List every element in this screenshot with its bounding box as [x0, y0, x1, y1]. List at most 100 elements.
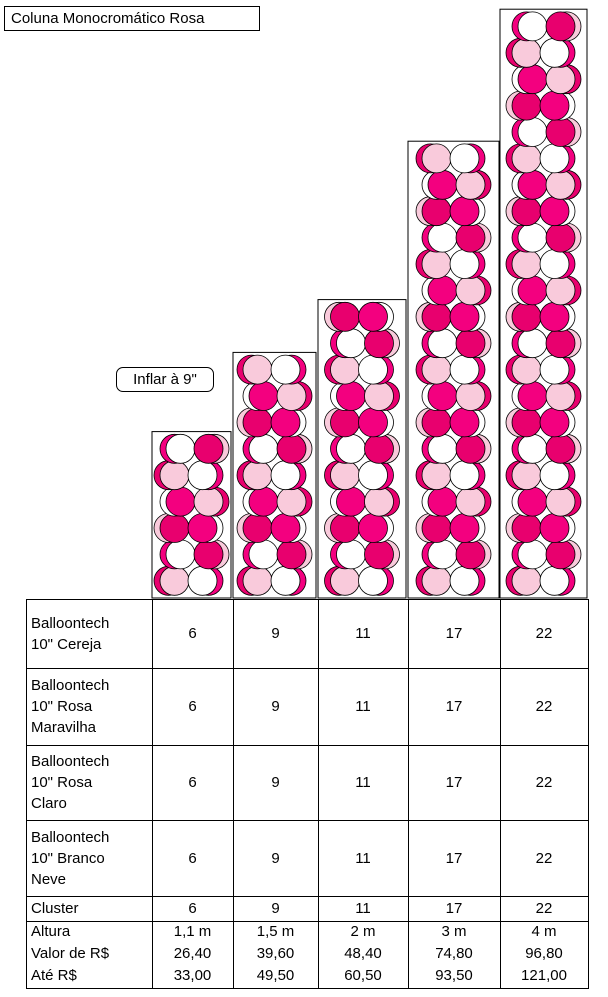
height-row-value: 3 m	[441, 922, 467, 940]
balloon	[539, 565, 570, 596]
balloon	[336, 539, 366, 570]
table-rule	[26, 599, 589, 600]
balloon-column	[499, 8, 588, 599]
balloon-row-value: 17	[445, 774, 463, 791]
price-from-row-value: 96,80	[525, 944, 563, 962]
balloon	[187, 460, 218, 491]
balloon	[242, 460, 273, 491]
table-rule	[588, 599, 589, 988]
balloon-row-value: 9	[271, 625, 280, 642]
balloon-row-value: 9	[271, 849, 280, 867]
balloon	[421, 513, 452, 543]
balloon-columns-illustration	[151, 8, 588, 599]
balloon-row-label: Balloontech 10" Cereja	[31, 614, 110, 653]
cluster-row-value: 11	[355, 900, 371, 917]
price-to-row-value: 93,50	[435, 967, 473, 984]
balloon	[330, 565, 360, 596]
height-row-value: 2 m	[350, 922, 376, 940]
balloon	[545, 169, 576, 200]
price-to-row-value: 49,50	[256, 967, 295, 984]
balloon-row-value: 6	[188, 698, 197, 715]
balloon	[336, 486, 366, 517]
balloon	[358, 407, 388, 438]
balloon	[517, 486, 548, 517]
balloon	[270, 354, 301, 385]
balloon	[248, 433, 279, 464]
balloon	[364, 433, 394, 464]
height-row-value: 1,1 m	[173, 922, 212, 940]
balloon	[539, 37, 570, 68]
balloon-row-value: 6	[188, 774, 197, 791]
inflate-note: Inflar à 9"	[116, 367, 214, 392]
balloon	[511, 37, 542, 68]
balloon	[242, 565, 273, 596]
balloon-row-value: 9	[271, 774, 280, 791]
balloon-row-value: 11	[355, 849, 371, 867]
balloon	[545, 433, 576, 464]
balloon	[545, 64, 576, 95]
balloon	[517, 433, 548, 464]
balloon	[449, 301, 480, 332]
price-to-row-label: Até R$	[31, 967, 77, 984]
balloon-row-value: 22	[535, 698, 553, 715]
table-rule	[26, 599, 27, 988]
balloon	[421, 460, 452, 491]
balloon	[449, 407, 480, 438]
balloon	[545, 275, 576, 306]
cluster-row-value: 6	[188, 900, 197, 917]
balloon	[511, 407, 542, 438]
balloon	[242, 513, 273, 543]
balloon	[427, 486, 458, 517]
balloon	[270, 460, 301, 491]
balloon-column	[317, 299, 407, 599]
balloon	[330, 460, 360, 491]
balloon-row-value: 11	[355, 698, 371, 715]
balloon	[455, 433, 486, 464]
price-from-row-value: 39,60	[256, 944, 295, 962]
balloon	[187, 565, 218, 596]
price-from-row-value: 74,80	[435, 944, 473, 962]
balloon	[193, 433, 224, 464]
balloon	[539, 143, 570, 174]
price-to-row-value: 60,50	[344, 967, 382, 984]
balloon	[336, 433, 366, 464]
balloon-row-value: 6	[188, 625, 197, 642]
balloon	[270, 513, 301, 543]
balloon	[276, 433, 307, 464]
balloon	[165, 539, 196, 570]
balloon	[545, 486, 576, 517]
balloon	[511, 565, 542, 596]
balloon-column	[407, 140, 500, 599]
balloon	[427, 275, 458, 306]
balloon	[545, 328, 576, 359]
balloon-row-value: 22	[535, 774, 553, 791]
balloon	[511, 301, 542, 332]
balloon	[455, 539, 486, 570]
balloon-column	[232, 351, 317, 599]
balloon	[187, 513, 218, 543]
balloon	[539, 354, 570, 385]
cluster-row-value: 9	[271, 900, 280, 917]
balloon-row-label: Balloontech 10" Rosa Claro	[31, 753, 110, 812]
balloon	[427, 222, 458, 253]
balloon-row-value: 17	[445, 849, 463, 867]
balloon	[421, 354, 452, 385]
balloon	[517, 328, 548, 359]
balloon	[330, 513, 360, 543]
balloon	[330, 354, 360, 385]
height-row-value: 1,5 m	[256, 922, 295, 940]
balloon	[165, 433, 196, 464]
balloon	[358, 301, 388, 332]
balloon	[511, 143, 542, 174]
price-to-row-value: 121,00	[521, 967, 567, 984]
price-to-row-value: 33,00	[173, 967, 212, 984]
balloon	[364, 486, 394, 517]
balloon	[539, 249, 570, 279]
balloon	[517, 64, 548, 95]
balloon	[539, 196, 570, 227]
balloon	[511, 249, 542, 279]
balloon	[517, 169, 548, 200]
balloon	[421, 196, 452, 227]
balloon	[455, 381, 486, 411]
balloon	[427, 433, 458, 464]
